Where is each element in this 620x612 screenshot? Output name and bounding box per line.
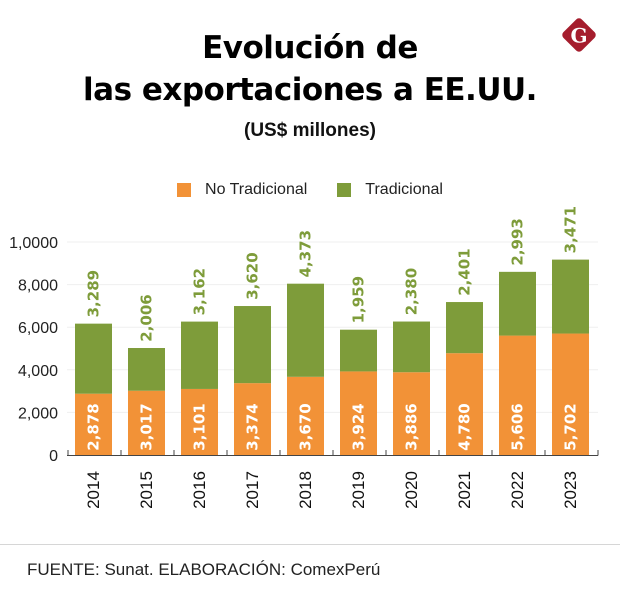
bar-no-tradicional <box>75 393 112 455</box>
bar-tradicional <box>234 306 271 384</box>
y-tick-label: 6,000 <box>18 320 58 337</box>
x-tick-label: 2014 <box>84 471 103 509</box>
bar-tradicional <box>499 271 536 336</box>
data-label-no-tradicional: 3,101 <box>191 403 209 450</box>
footer-divider <box>0 544 620 545</box>
y-tick-label: 8,000 <box>18 278 58 295</box>
bar-no-tradicional <box>446 353 483 455</box>
bar-no-tradicional <box>234 383 271 455</box>
data-label-no-tradicional: 5,606 <box>509 403 527 450</box>
data-label-tradicional: 2,401 <box>456 248 474 295</box>
y-tick-label: 2,000 <box>18 405 58 422</box>
bar-no-tradicional <box>181 388 218 455</box>
data-label-no-tradicional: 3,886 <box>403 403 421 450</box>
x-tick-label: 2017 <box>243 471 262 509</box>
legend-item-no-tradicional: No Tradicional <box>177 181 307 199</box>
logo-letter: G <box>570 24 587 48</box>
bar-tradicional <box>552 259 589 334</box>
data-label-tradicional: 2,006 <box>138 294 156 341</box>
data-label-no-tradicional: 3,374 <box>244 403 262 450</box>
x-tick-label: 2016 <box>190 471 209 509</box>
bar-tradicional <box>340 329 377 372</box>
data-label-no-tradicional: 4,780 <box>456 403 474 450</box>
legend: No Tradicional Tradicional <box>0 181 620 199</box>
bar-no-tradicional <box>128 390 165 455</box>
legend-label-tradicional: Tradicional <box>365 181 443 198</box>
x-tick-label: 2020 <box>402 471 421 509</box>
bar-no-tradicional <box>393 372 430 455</box>
data-label-no-tradicional: 2,878 <box>85 403 103 450</box>
x-tick-label: 2019 <box>349 471 368 509</box>
bar-tradicional <box>128 348 165 391</box>
x-tick-label: 2022 <box>508 471 527 509</box>
bar-tradicional <box>393 321 430 373</box>
source-note: FUENTE: Sunat. ELABORACIÓN: ComexPerú <box>27 560 381 579</box>
x-tick-label: 2023 <box>561 471 580 509</box>
data-label-tradicional: 3,620 <box>244 252 262 299</box>
bar-no-tradicional <box>552 333 589 455</box>
data-label-tradicional: 3,162 <box>191 268 209 315</box>
bar-tradicional <box>446 302 483 354</box>
legend-swatch-tradicional <box>337 183 352 197</box>
data-label-tradicional: 4,373 <box>297 230 315 277</box>
x-tick-label: 2015 <box>137 471 156 509</box>
legend-label-no-tradicional: No Tradicional <box>205 181 308 198</box>
data-label-no-tradicional: 5,702 <box>562 403 580 450</box>
data-label-tradicional: 1,959 <box>350 276 368 323</box>
data-label-tradicional: 2,380 <box>403 268 421 315</box>
bar-tradicional <box>287 283 324 377</box>
data-label-no-tradicional: 3,670 <box>297 403 315 450</box>
logo-diamond <box>562 18 596 52</box>
chart-title-line-2: las exportaciones a EE.UU. <box>83 72 537 108</box>
x-tick-label: 2021 <box>455 471 474 509</box>
x-tick-label: 2018 <box>296 471 315 509</box>
bar-tradicional <box>75 323 112 394</box>
y-tick-label: 4,000 <box>18 363 58 380</box>
g-diamond-logo-icon: G <box>562 18 596 52</box>
data-label-no-tradicional: 3,924 <box>350 403 368 450</box>
data-label-tradicional: 3,471 <box>562 206 580 253</box>
legend-swatch-no-tradicional <box>177 183 192 197</box>
chart-title-line-1: Evolución de <box>202 30 418 66</box>
data-label-no-tradicional: 3,017 <box>138 403 156 450</box>
data-label-tradicional: 3,289 <box>85 270 103 317</box>
bar-no-tradicional <box>340 371 377 455</box>
chart-subtitle: (US$ millones) <box>244 120 376 141</box>
bar-no-tradicional <box>287 376 324 455</box>
y-tick-label: 1,0000 <box>9 235 58 252</box>
bar-no-tradicional <box>499 335 536 455</box>
bar-tradicional <box>181 321 218 389</box>
legend-item-tradicional: Tradicional <box>337 181 443 199</box>
y-tick-label: 0 <box>49 448 58 465</box>
data-label-tradicional: 2,993 <box>509 218 527 265</box>
